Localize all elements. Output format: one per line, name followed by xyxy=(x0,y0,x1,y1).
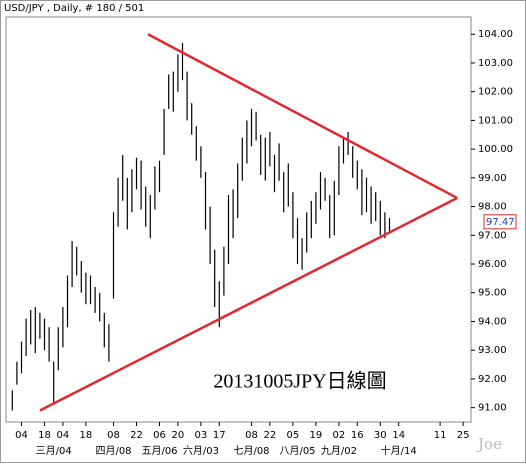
x-tick-label: 02 xyxy=(333,430,346,441)
x-tick-label: 05 xyxy=(287,430,300,441)
x-tick-label: 22 xyxy=(264,430,277,441)
x-tick-label: 18 xyxy=(38,430,51,441)
x-tick-label: 19 xyxy=(310,430,323,441)
plot-area xyxy=(5,16,472,423)
x-tick-label: 30 xyxy=(374,430,387,441)
y-tick-label: 94.00 xyxy=(478,316,507,327)
x-month-label: 十月/14 xyxy=(381,444,417,457)
x-month-label: 四月/08 xyxy=(95,445,131,457)
y-tick-label: 102.00 xyxy=(478,87,513,98)
x-tick-label: 06 xyxy=(153,430,166,441)
last-price-box xyxy=(483,214,517,230)
x-tick-label: 18 xyxy=(80,430,93,441)
trendline xyxy=(147,33,458,200)
y-tick-label: 104.00 xyxy=(478,29,513,40)
y-tick-label: 98.00 xyxy=(478,202,507,213)
x-tick-label: 04 xyxy=(57,430,70,441)
x-tick-label: 25 xyxy=(457,430,470,441)
y-tick-label: 103.00 xyxy=(478,58,513,69)
x-tick-label: 14 xyxy=(392,430,405,441)
annotation: 20131005JPY日線圖 xyxy=(213,370,386,393)
y-tick-label: 97.00 xyxy=(478,230,507,241)
x-tick-label: 16 xyxy=(351,430,364,441)
y-tick-label: 91.00 xyxy=(478,403,507,414)
y-tick-label: 101.00 xyxy=(478,115,513,126)
x-month-label: 三月/04 xyxy=(36,445,72,457)
watermark: Joe xyxy=(476,435,502,453)
y-tick-label: 99.00 xyxy=(478,173,507,184)
x-tick-label: 08 xyxy=(245,430,258,441)
x-tick-label: 20 xyxy=(172,430,185,441)
x-month-label: 九月/02 xyxy=(321,445,357,457)
last-price-label: 97.47 xyxy=(486,217,515,228)
x-tick-label: 22 xyxy=(130,430,143,441)
x-month-label: 五月/06 xyxy=(141,445,177,457)
x-tick-label: 08 xyxy=(107,430,120,441)
x-tick-label: 17 xyxy=(213,430,226,441)
x-tick-label: 11 xyxy=(434,430,447,441)
y-tick-label: 96.00 xyxy=(478,259,507,270)
y-tick-label: 95.00 xyxy=(478,288,507,299)
x-month-label: 七月/08 xyxy=(233,445,269,457)
x-month-label: 六月/03 xyxy=(183,445,219,457)
y-tick-label: 93.00 xyxy=(478,345,507,356)
y-tick-label: 92.00 xyxy=(478,374,507,385)
x-tick-label: 04 xyxy=(15,430,28,441)
y-tick-label: 100.00 xyxy=(478,144,513,155)
chart-title: USD/JPY , Daily, # 180 / 501 xyxy=(4,3,144,14)
x-month-label: 八月/05 xyxy=(279,445,315,457)
x-tick-label: 03 xyxy=(195,430,208,441)
trendline xyxy=(39,196,458,412)
